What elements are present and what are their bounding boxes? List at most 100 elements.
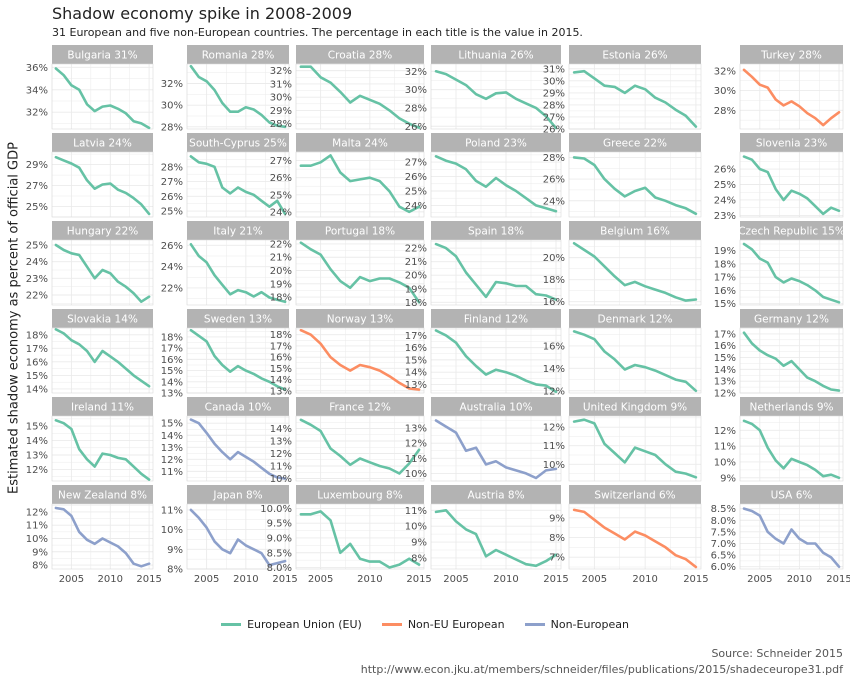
panel-frame	[51, 151, 154, 218]
panel-strip	[569, 221, 701, 240]
panel-frame	[295, 151, 425, 218]
panel-title: Finland 12%	[464, 314, 528, 326]
panel-title: Hungary 22%	[67, 226, 139, 238]
y-tick-label: 24%	[270, 207, 292, 218]
y-tick-label: 12%	[161, 455, 183, 466]
y-tick-label: 17%	[26, 344, 48, 355]
source-line-1: Source: Schneider 2015	[711, 647, 843, 660]
panel-frame	[51, 415, 154, 482]
y-tick-label: 10%	[714, 457, 736, 468]
series-line	[299, 510, 421, 569]
series-line	[572, 242, 698, 302]
y-tick-label: 10%	[161, 525, 183, 536]
panel-frame	[568, 503, 702, 570]
y-tick-label: 12%	[714, 426, 736, 437]
series-line	[572, 330, 698, 393]
y-tick-label: 24%	[714, 195, 736, 206]
y-tick-label: 15%	[270, 364, 292, 375]
series-line	[54, 418, 151, 481]
series-line	[572, 69, 698, 128]
panel-strip	[296, 133, 424, 152]
panel-title: Italy 21%	[213, 226, 262, 238]
y-tick-label: 17%	[270, 341, 292, 352]
series-line	[572, 418, 698, 479]
panel-3: Lithuania 26% 26% 28% 30% 32%	[405, 45, 562, 133]
panel-frame	[739, 151, 844, 218]
panel-title: USA 6%	[771, 490, 813, 502]
y-tick-label: 13%	[26, 451, 48, 462]
y-tick-label: 11%	[161, 467, 183, 478]
panel-23: Germany 12% 12%13%14%15%16%17%	[714, 309, 844, 400]
panel-frame	[739, 239, 844, 306]
y-tick-label: 11%	[405, 454, 427, 465]
x-tick-label: 2015	[406, 574, 431, 585]
panel-25: Canada 10%11%12%13%14%15%	[161, 397, 290, 482]
panel-27: Australia 10% 10% 11% 12% 13%	[405, 397, 562, 482]
panel-frame	[430, 239, 562, 306]
panel-strip	[52, 221, 153, 240]
panel-frame	[51, 327, 154, 394]
y-tick-label: 27%	[270, 156, 292, 167]
panel-strip	[296, 221, 424, 240]
y-tick-label: 16%	[26, 357, 48, 368]
y-tick-label: 13%	[161, 389, 183, 400]
x-tick-label: 2005	[308, 574, 333, 585]
y-tick-label: 6.5%	[711, 551, 736, 562]
y-tick-label: 17%	[161, 344, 183, 355]
panel-title: South-Cyprus 25%	[189, 138, 287, 150]
panel-10: Greece 22% 24% 26% 28%	[543, 133, 702, 218]
panel-title: France 12%	[329, 402, 391, 414]
panel-frame	[295, 63, 425, 130]
y-tick-label: 13%	[270, 437, 292, 448]
chart-title: Shadow economy spike in 2008-2009	[52, 4, 353, 23]
panel-strip	[431, 485, 561, 504]
y-tick-label: 16%	[714, 341, 736, 352]
panel-24: Ireland 11% 12% 13% 14% 15%	[26, 397, 154, 482]
series-line	[742, 331, 841, 392]
panel-title: Germany 12%	[754, 314, 829, 326]
panel-4: Estonia 26% 26% 27%28%29%30%31%	[543, 45, 702, 136]
y-tick-label: 24%	[405, 201, 427, 212]
y-tick-label: 20%	[405, 271, 427, 282]
y-tick-label: 9.5%	[267, 519, 292, 530]
y-tick-label: 23%	[26, 274, 48, 285]
y-tick-label: 28%	[543, 100, 565, 111]
panel-strip	[431, 397, 561, 416]
y-tick-label: 14%	[405, 368, 427, 379]
panel-title: Latvia 24%	[73, 138, 132, 150]
panel-strip	[52, 133, 153, 152]
y-tick-label: 30%	[270, 93, 292, 104]
panel-6: Latvia 24% 25% 27% 29%	[26, 133, 154, 218]
panel-title: Japan 8%	[212, 490, 262, 502]
panel-frame	[51, 503, 154, 570]
panel-title: Czech Republic 15%	[738, 226, 845, 238]
panel-frame	[186, 415, 290, 482]
panel-13: Italy 21% 22% 24% 26%	[161, 221, 290, 306]
y-tick-label: 28%	[714, 106, 736, 117]
panel-30: New Zealand 8% 8% 9% 10% 11% 12% 2005 2010 2015	[26, 485, 162, 585]
panel-strip	[296, 397, 424, 416]
y-tick-label: 11%	[270, 462, 292, 473]
y-tick-label: 25%	[405, 187, 427, 198]
panel-strip	[431, 309, 561, 328]
series-line	[189, 508, 287, 567]
y-tick-label: 30%	[405, 85, 427, 96]
legend-label-non-eu: Non-EU European	[407, 618, 505, 631]
y-tick-label: 29%	[270, 106, 292, 117]
panel-frame	[186, 503, 290, 570]
y-tick-label: 18%	[543, 275, 565, 286]
y-tick-label: 27%	[161, 177, 183, 188]
y-tick-label: 9%	[32, 547, 48, 558]
y-tick-label: 30%	[543, 76, 565, 87]
panel-title: Lithuania 26%	[458, 50, 533, 62]
panel-17: Czech Republic 15% 15% 16% 17% 18% 19%	[714, 221, 845, 310]
y-tick-label: 13%	[270, 386, 292, 397]
panel-strip	[52, 45, 153, 64]
y-tick-label: 19%	[714, 246, 736, 257]
panel-title: Greece 22%	[603, 138, 667, 150]
legend-swatch-non-eu	[381, 623, 402, 626]
panel-strip	[740, 309, 843, 328]
y-tick-label: 8%	[549, 533, 565, 544]
panel-26: France 12%10%11%12%13%14%	[270, 397, 425, 485]
panel-frame	[295, 415, 425, 482]
